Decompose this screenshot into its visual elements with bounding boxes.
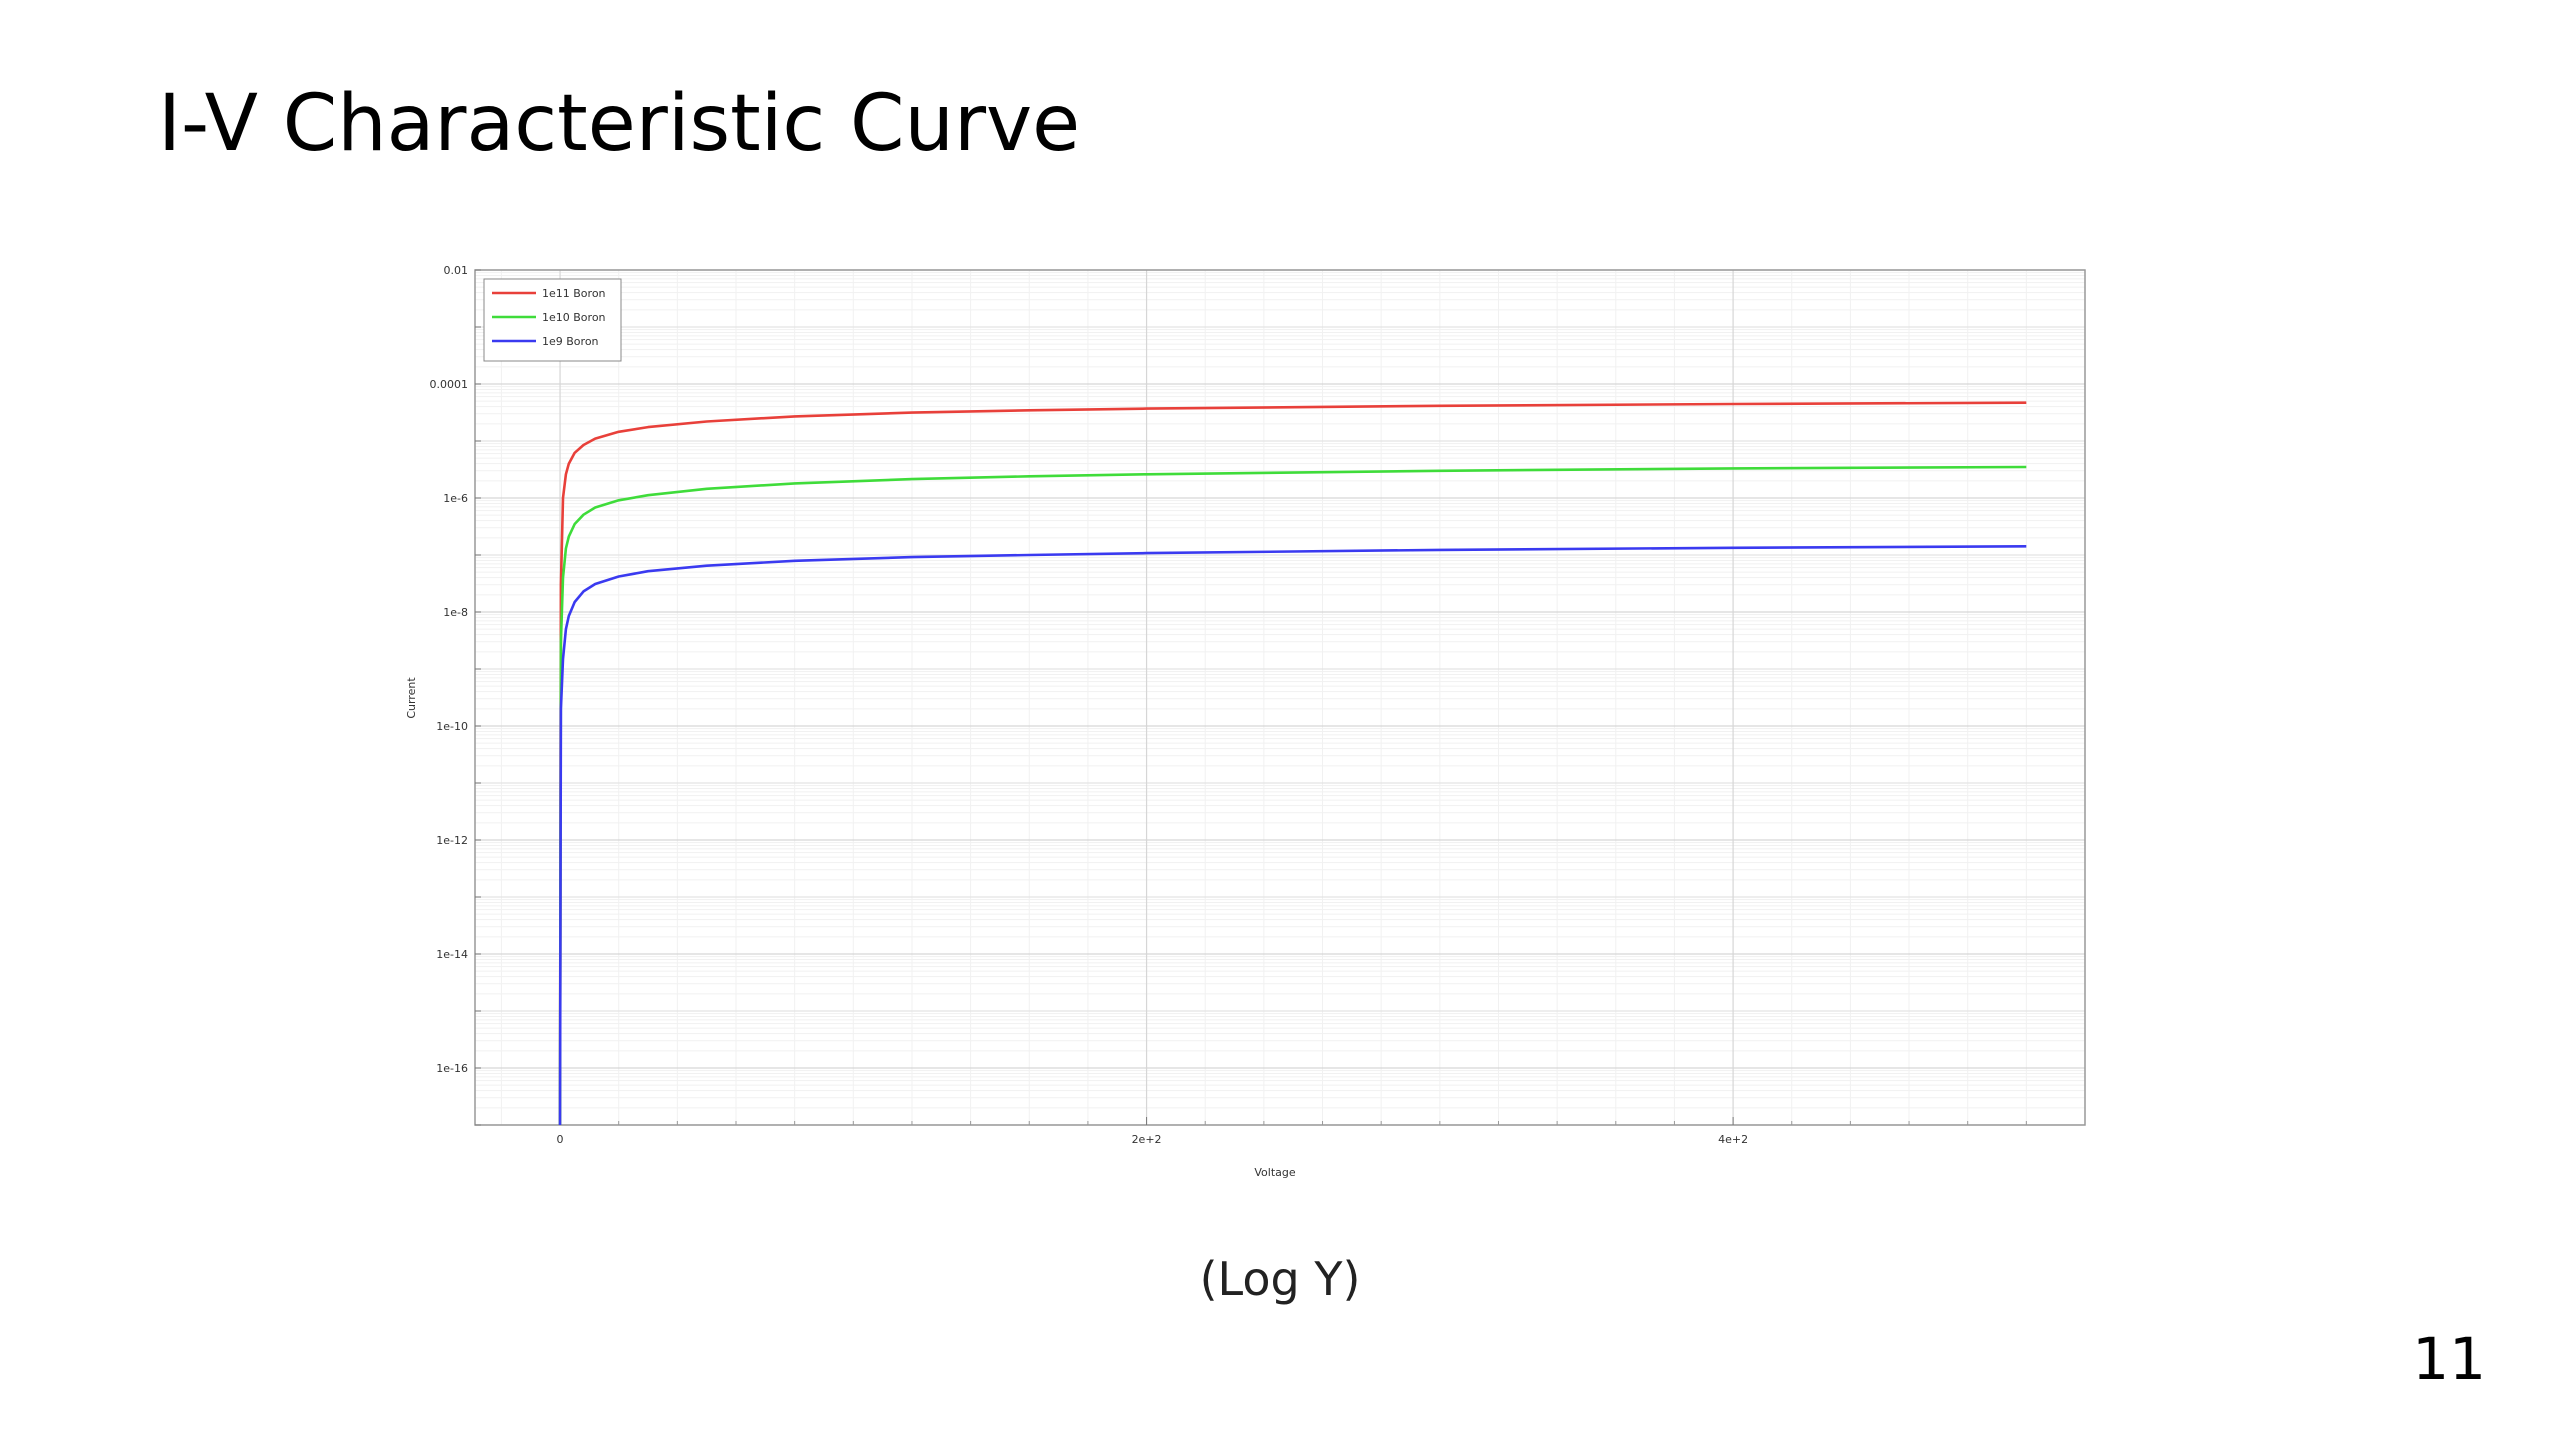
y-tick-label: 1e-8 — [443, 606, 468, 619]
plot-area — [475, 270, 2085, 1125]
y-tick-labels: 0.01 0.0001 1e-6 1e-8 1e-10 1e-12 1e-14 1e-16 — [430, 264, 469, 1075]
y-tick-label: 1e-10 — [436, 720, 468, 733]
y-axis-label: Current — [405, 677, 418, 719]
x-tick-label: 2e+2 — [1132, 1133, 1162, 1146]
legend-entry: 1e10 Boron — [542, 311, 606, 324]
x-tick-label: 0 — [557, 1133, 564, 1146]
minor-grid — [475, 270, 2085, 1125]
series-layer — [558, 401, 2027, 1126]
x-axis-label: Voltage — [1254, 1166, 1295, 1179]
series-line-3 — [558, 545, 2027, 1126]
chart-caption: (Log Y) — [1199, 1252, 1361, 1306]
y-tick-label: 0.01 — [444, 264, 469, 277]
y-tick-label: 1e-14 — [436, 948, 468, 961]
series-line-1 — [558, 401, 2027, 1126]
x-tick-labels: 0 2e+2 4e+2 — [557, 1133, 1749, 1146]
plot-frame — [474, 269, 2086, 1126]
y-tick-label: 0.0001 — [430, 378, 469, 391]
y-tick-label: 1e-6 — [443, 492, 468, 505]
legend-entry: 1e11 Boron — [542, 287, 606, 300]
y-tick-label: 1e-12 — [436, 834, 468, 847]
series-line-2 — [558, 465, 2027, 1126]
y-tick-label: 1e-16 — [436, 1062, 468, 1075]
legend: 1e11 Boron 1e10 Boron 1e9 Boron — [483, 278, 622, 362]
legend-entry: 1e9 Boron — [542, 335, 599, 348]
axis-ticks — [475, 269, 2027, 1126]
x-tick-label: 4e+2 — [1718, 1133, 1748, 1146]
page-number: 11 — [2412, 1325, 2486, 1393]
slide-title: I-V Characteristic Curve — [158, 79, 1081, 169]
